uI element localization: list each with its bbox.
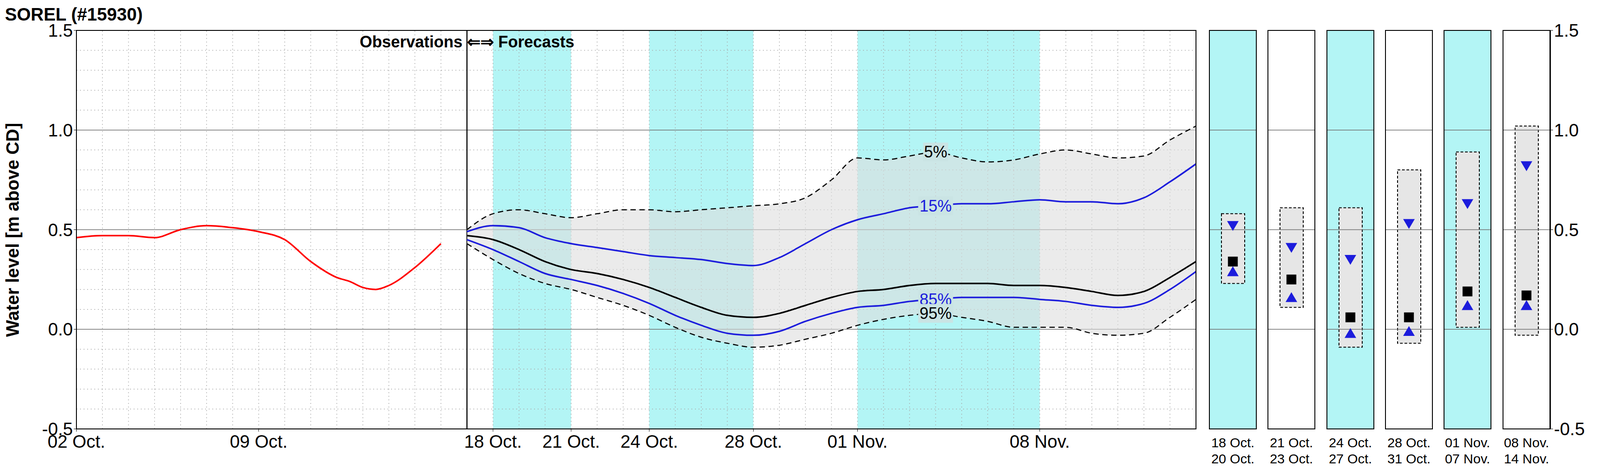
html-text:07 Nov.: 07 Nov. bbox=[1444, 450, 1491, 466]
html-text:SOREL (#15930): SOREL (#15930) bbox=[4, 4, 143, 25]
html-text:18 Oct.: 18 Oct. bbox=[1211, 434, 1255, 450]
html-text:31 Oct.: 31 Oct. bbox=[1387, 450, 1431, 466]
svg-text:28 Oct.: 28 Oct. bbox=[724, 431, 783, 451]
svg-text:02 Oct.: 02 Oct. bbox=[47, 431, 106, 452]
html-text:21 Oct.: 21 Oct. bbox=[1269, 434, 1314, 450]
html-text:28 Oct.: 28 Oct. bbox=[1387, 434, 1431, 450]
svg-text:-0.5: -0.5 bbox=[1553, 418, 1585, 439]
svg-text:0.5: 0.5 bbox=[47, 219, 73, 240]
html-text:14 Nov.: 14 Nov. bbox=[1503, 450, 1550, 466]
svg-text:09 Oct.: 09 Oct. bbox=[229, 431, 288, 451]
svg-text:18 Oct.: 18 Oct. bbox=[464, 431, 523, 451]
svg-text:1.0: 1.0 bbox=[1553, 120, 1579, 140]
svg-text:01 Nov.: 01 Nov. bbox=[827, 431, 888, 451]
html-text:01 Nov.: 01 Nov. bbox=[1444, 434, 1491, 450]
svg-text:95%: 95% bbox=[919, 303, 952, 323]
svg-text:21 Oct.: 21 Oct. bbox=[542, 431, 600, 451]
svg-text:24 Oct.: 24 Oct. bbox=[620, 431, 678, 451]
svg-text:08 Nov.: 08 Nov. bbox=[1009, 431, 1070, 451]
svg-text:15%: 15% bbox=[919, 196, 952, 215]
html-text:08 Nov.: 08 Nov. bbox=[1503, 434, 1550, 450]
svg-text:1.0: 1.0 bbox=[47, 120, 73, 140]
html-text:20 Oct.: 20 Oct. bbox=[1211, 450, 1255, 466]
svg-text:-0.5: -0.5 bbox=[42, 418, 73, 439]
svg-text:0.0: 0.0 bbox=[1553, 319, 1579, 339]
svg-text:0.0: 0.0 bbox=[47, 319, 73, 339]
svg-text:0.5: 0.5 bbox=[1553, 219, 1579, 240]
svg-text:5%: 5% bbox=[923, 142, 948, 161]
svg-text:1.5: 1.5 bbox=[1553, 20, 1579, 41]
html-text:24 Oct.: 24 Oct. bbox=[1328, 434, 1373, 450]
html-text:27 Oct.: 27 Oct. bbox=[1328, 450, 1373, 466]
svg-text:85%: 85% bbox=[919, 290, 952, 309]
html-text:23 Oct.: 23 Oct. bbox=[1269, 450, 1314, 466]
svg-text:Observations ⇐⇒ Forecasts: Observations ⇐⇒ Forecasts bbox=[359, 32, 575, 51]
svg-text:1.5: 1.5 bbox=[48, 20, 73, 41]
